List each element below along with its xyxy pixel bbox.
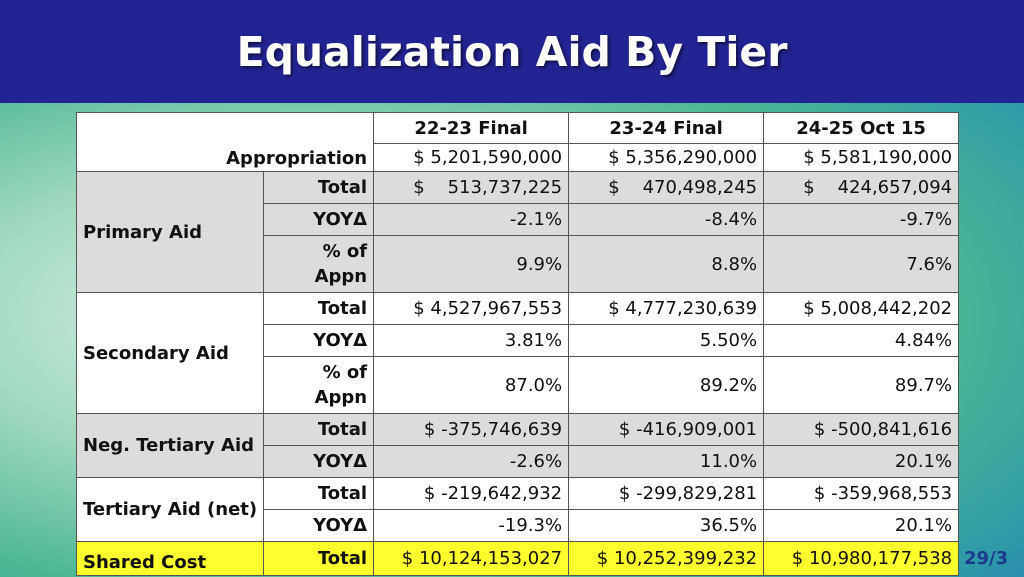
table-cell: 3.81% bbox=[373, 324, 570, 357]
row-label-total: Total bbox=[263, 477, 375, 510]
table-cell: $ -219,642,932 bbox=[373, 477, 570, 510]
table-cell: 87.0% bbox=[373, 356, 570, 414]
row-label-total: Total bbox=[263, 541, 375, 576]
row-label-pct-of-appn: % of Appn bbox=[263, 356, 375, 414]
page-number: 29/3 bbox=[964, 548, 1009, 569]
table-cell: $ 424,657,094 bbox=[763, 171, 960, 204]
table-cell: $ -500,841,616 bbox=[763, 413, 960, 446]
appropriation-value: $ 5,581,190,000 bbox=[763, 143, 960, 172]
table-cell: 20.1% bbox=[763, 509, 960, 542]
table-cell: 4.84% bbox=[763, 324, 960, 357]
table-cell: 8.8% bbox=[568, 235, 765, 293]
group-label-primary-aid: Primary Aid bbox=[75, 171, 265, 293]
table-cell: $ 470,498,245 bbox=[568, 171, 765, 204]
pct-label-line1: % of bbox=[322, 241, 368, 262]
table-cell: 7.6% bbox=[763, 235, 960, 293]
group-label-neg-tertiary-aid: Neg. Tertiary Aid bbox=[75, 413, 265, 478]
row-label-yoy: YOYΔ bbox=[263, 324, 375, 357]
table-cell: $ 513,737,225 bbox=[373, 171, 570, 204]
table-cell: $ 10,252,399,232 bbox=[568, 541, 765, 576]
column-header: 23-24 Final bbox=[568, 112, 765, 144]
table-cell: $ 4,527,967,553 bbox=[373, 292, 570, 325]
pct-label-line2: Appn bbox=[314, 387, 368, 408]
table-cell: $ 10,124,153,027 bbox=[373, 541, 570, 576]
row-label-total: Total bbox=[263, 171, 375, 204]
slide-title: Equalization Aid By Tier bbox=[236, 27, 788, 76]
group-label-tertiary-aid-net: Tertiary Aid (net) bbox=[75, 477, 265, 542]
table-cell: -9.7% bbox=[763, 203, 960, 236]
pct-label-line2: Appn bbox=[314, 266, 368, 287]
table-cell: 20.1% bbox=[763, 445, 960, 478]
table-cell: $ -299,829,281 bbox=[568, 477, 765, 510]
slide-header: Equalization Aid By Tier bbox=[0, 0, 1024, 103]
table-cell: 5.50% bbox=[568, 324, 765, 357]
row-label-yoy: YOYΔ bbox=[263, 509, 375, 542]
row-label-total: Total bbox=[263, 292, 375, 325]
equalization-aid-table: Appropriation 22-23 Final 23-24 Final 24… bbox=[75, 112, 960, 576]
row-label-pct-of-appn: % of Appn bbox=[263, 235, 375, 293]
table-cell: -8.4% bbox=[568, 203, 765, 236]
row-label-yoy: YOYΔ bbox=[263, 203, 375, 236]
table-cell: $ 5,008,442,202 bbox=[763, 292, 960, 325]
table-cell: 89.7% bbox=[763, 356, 960, 414]
table-cell: $ 10,980,177,538 bbox=[763, 541, 960, 576]
appropriation-label: Appropriation bbox=[75, 112, 375, 172]
table-cell: $ 4,777,230,639 bbox=[568, 292, 765, 325]
table-cell: 89.2% bbox=[568, 356, 765, 414]
pct-label-line1: % of bbox=[322, 362, 368, 383]
column-header: 22-23 Final bbox=[373, 112, 570, 144]
table-cell: $ -375,746,639 bbox=[373, 413, 570, 446]
table-cell: 9.9% bbox=[373, 235, 570, 293]
table-cell: -2.1% bbox=[373, 203, 570, 236]
table-cell: 11.0% bbox=[568, 445, 765, 478]
appropriation-value: $ 5,201,590,000 bbox=[373, 143, 570, 172]
group-label-shared-cost: Shared Cost bbox=[75, 541, 265, 576]
appropriation-value: $ 5,356,290,000 bbox=[568, 143, 765, 172]
group-label-secondary-aid: Secondary Aid bbox=[75, 292, 265, 414]
table-cell: -19.3% bbox=[373, 509, 570, 542]
table-cell: 36.5% bbox=[568, 509, 765, 542]
table-cell: $ -359,968,553 bbox=[763, 477, 960, 510]
column-header: 24-25 Oct 15 bbox=[763, 112, 960, 144]
row-label-yoy: YOYΔ bbox=[263, 445, 375, 478]
table-cell: $ -416,909,001 bbox=[568, 413, 765, 446]
table-cell: -2.6% bbox=[373, 445, 570, 478]
row-label-total: Total bbox=[263, 413, 375, 446]
